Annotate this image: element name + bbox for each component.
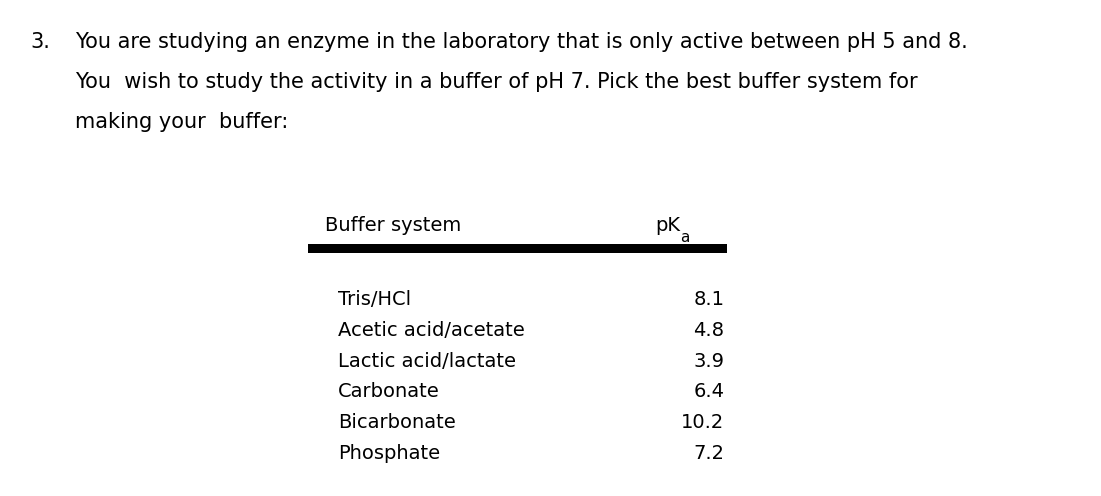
- Text: Bicarbonate: Bicarbonate: [338, 413, 456, 432]
- Text: 7.2: 7.2: [694, 444, 724, 463]
- Text: You are studying an enzyme in the laboratory that is only active between pH 5 an: You are studying an enzyme in the labora…: [75, 32, 968, 52]
- Text: a: a: [680, 230, 690, 245]
- Text: Phosphate: Phosphate: [338, 444, 440, 463]
- Text: 8.1: 8.1: [694, 290, 724, 309]
- Text: making your  buffer:: making your buffer:: [75, 112, 288, 131]
- Text: 6.4: 6.4: [694, 382, 724, 401]
- Text: Tris/HCl: Tris/HCl: [338, 290, 411, 309]
- Text: pK: pK: [655, 216, 680, 235]
- Text: 4.8: 4.8: [694, 321, 724, 340]
- Text: 10.2: 10.2: [682, 413, 724, 432]
- Text: Buffer system: Buffer system: [325, 216, 461, 235]
- Text: You  wish to study the activity in a buffer of pH 7. Pick the best buffer system: You wish to study the activity in a buff…: [75, 72, 917, 92]
- Text: Acetic acid/acetate: Acetic acid/acetate: [338, 321, 525, 340]
- Text: Lactic acid/lactate: Lactic acid/lactate: [338, 352, 516, 371]
- Text: 3.9: 3.9: [694, 352, 724, 371]
- Text: 3.: 3.: [31, 32, 51, 52]
- Text: Carbonate: Carbonate: [338, 382, 439, 401]
